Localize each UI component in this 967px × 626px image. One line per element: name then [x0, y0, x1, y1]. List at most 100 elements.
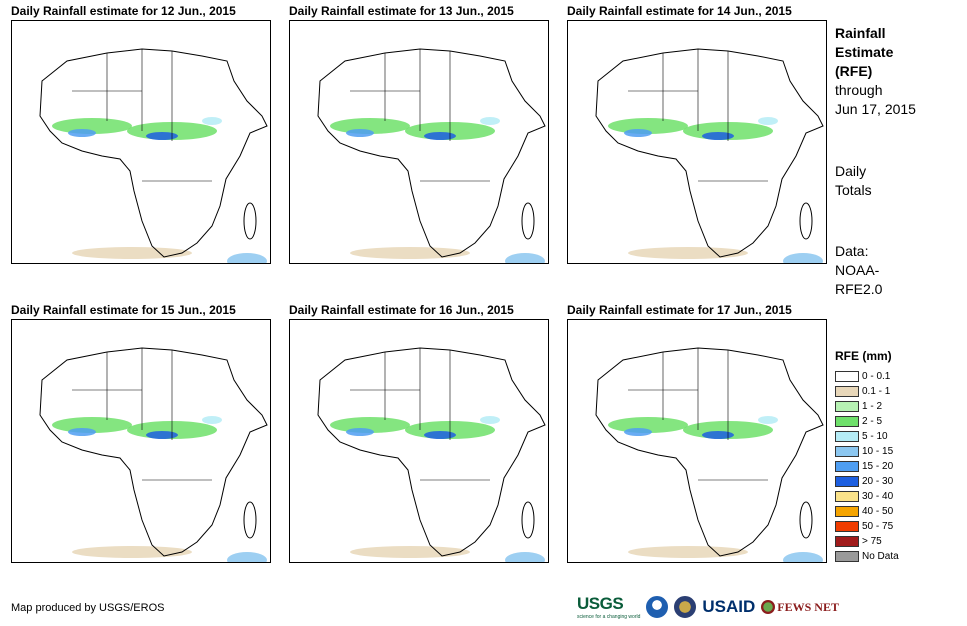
usgs-wordmark: USGS	[577, 594, 624, 613]
africa-map	[39, 48, 268, 263]
legend-swatch	[835, 431, 859, 442]
rainfall-area	[628, 247, 748, 259]
fews-net-logo: FEWS NET	[761, 600, 839, 615]
legend-label: 50 - 75	[862, 521, 894, 532]
map-area	[11, 20, 271, 264]
legend-item: 40 - 50	[835, 504, 899, 519]
rainfall-area	[227, 552, 267, 562]
legend-swatch	[835, 506, 859, 517]
heading-line: (RFE)	[835, 63, 873, 79]
rainfall-area	[52, 417, 132, 433]
data-source: Data: NOAA- RFE2.0	[835, 242, 882, 299]
africa-map	[595, 48, 824, 263]
legend-label: 1 - 2	[862, 401, 883, 412]
totals-line: Totals	[835, 182, 872, 198]
africa-coastline	[39, 347, 268, 557]
legend-item: 15 - 20	[835, 459, 899, 474]
state-dept-seal-icon	[674, 596, 697, 618]
rainfall-area	[346, 428, 374, 436]
legend-label: 10 - 15	[862, 446, 894, 457]
rainfall-area	[68, 428, 96, 436]
africa-coastline	[595, 347, 824, 557]
legend-swatch	[835, 536, 859, 547]
rainfall-area	[505, 253, 545, 263]
legend-swatch	[835, 446, 859, 457]
legend-item: 50 - 75	[835, 519, 899, 534]
legend-label: > 75	[862, 536, 882, 547]
legend-label: 30 - 40	[862, 491, 894, 502]
africa-coastline	[595, 48, 824, 258]
rainfall-area	[346, 129, 374, 137]
rainfall-area	[702, 431, 734, 439]
legend-title: RFE (mm)	[835, 349, 892, 363]
legend-label: 0.1 - 1	[862, 386, 891, 397]
rainfall-area	[608, 118, 688, 134]
rainfall-area	[608, 417, 688, 433]
rainfall-area	[424, 132, 456, 140]
legend-item: No Data	[835, 549, 899, 564]
legend-label: 15 - 20	[862, 461, 894, 472]
madagascar-outline	[521, 202, 535, 240]
map-area	[289, 20, 549, 264]
map-area	[567, 20, 827, 264]
fews-wordmark: FEWS NET	[777, 599, 839, 614]
map-panel-16-jun: Daily Rainfall estimate for 16 Jun., 201…	[289, 303, 551, 567]
legend-item: 10 - 15	[835, 444, 899, 459]
madagascar-outline	[521, 501, 535, 539]
panel-title: Daily Rainfall estimate for 13 Jun., 201…	[289, 4, 514, 18]
rainfall-area	[72, 247, 192, 259]
madagascar-outline	[799, 501, 813, 539]
panel-title: Daily Rainfall estimate for 14 Jun., 201…	[567, 4, 792, 18]
heading-line: Rainfall	[835, 25, 886, 41]
legend-swatch	[835, 386, 859, 397]
rainfall-area	[146, 132, 178, 140]
legend-label: No Data	[862, 551, 899, 562]
panel-title: Daily Rainfall estimate for 17 Jun., 201…	[567, 303, 792, 317]
legend-item: 0 - 0.1	[835, 369, 899, 384]
panel-title: Daily Rainfall estimate for 16 Jun., 201…	[289, 303, 514, 317]
rainfall-area	[350, 546, 470, 558]
rainfall-area	[202, 117, 222, 125]
madagascar-outline	[799, 202, 813, 240]
rainfall-area	[52, 118, 132, 134]
rainfall-area	[72, 546, 192, 558]
rainfall-area	[758, 416, 778, 424]
through-date: Jun 17, 2015	[835, 101, 916, 117]
rainfall-area	[505, 552, 545, 562]
rainfall-area	[68, 129, 96, 137]
rainfall-area	[350, 247, 470, 259]
legend-swatch	[835, 401, 859, 412]
rainfall-area	[702, 132, 734, 140]
noaa-seal-icon	[646, 596, 669, 618]
madagascar-outline	[243, 202, 257, 240]
map-panel-12-jun: Daily Rainfall estimate for 12 Jun., 201…	[11, 4, 273, 268]
africa-map	[39, 347, 268, 562]
legend-swatch	[835, 521, 859, 532]
rainfall-area	[330, 118, 410, 134]
map-area	[11, 319, 271, 563]
rainfall-area	[624, 428, 652, 436]
legend-item: 2 - 5	[835, 414, 899, 429]
map-panel-15-jun: Daily Rainfall estimate for 15 Jun., 201…	[11, 303, 273, 567]
rainfall-area	[202, 416, 222, 424]
panel-title: Daily Rainfall estimate for 15 Jun., 201…	[11, 303, 236, 317]
map-panel-17-jun: Daily Rainfall estimate for 17 Jun., 201…	[567, 303, 829, 567]
product-description: Rainfall Estimate (RFE) through Jun 17, …	[835, 24, 916, 119]
legend-item: 5 - 10	[835, 429, 899, 444]
legend-swatch	[835, 551, 859, 562]
through-label: through	[835, 82, 883, 98]
rainfall-area	[783, 552, 823, 562]
legend-swatch	[835, 461, 859, 472]
legend-label: 2 - 5	[862, 416, 883, 427]
totals-note: Daily Totals	[835, 162, 872, 200]
legend-item: 20 - 30	[835, 474, 899, 489]
africa-map	[317, 48, 546, 263]
fews-globe-icon	[761, 600, 776, 614]
legend-item: 0.1 - 1	[835, 384, 899, 399]
rainfall-area	[628, 546, 748, 558]
data-line: NOAA-	[835, 262, 880, 278]
rainfall-area	[424, 431, 456, 439]
legend-label: 0 - 0.1	[862, 371, 891, 382]
sponsor-logos: USGS science for a changing world USAID …	[577, 594, 839, 620]
africa-coastline	[317, 347, 546, 557]
